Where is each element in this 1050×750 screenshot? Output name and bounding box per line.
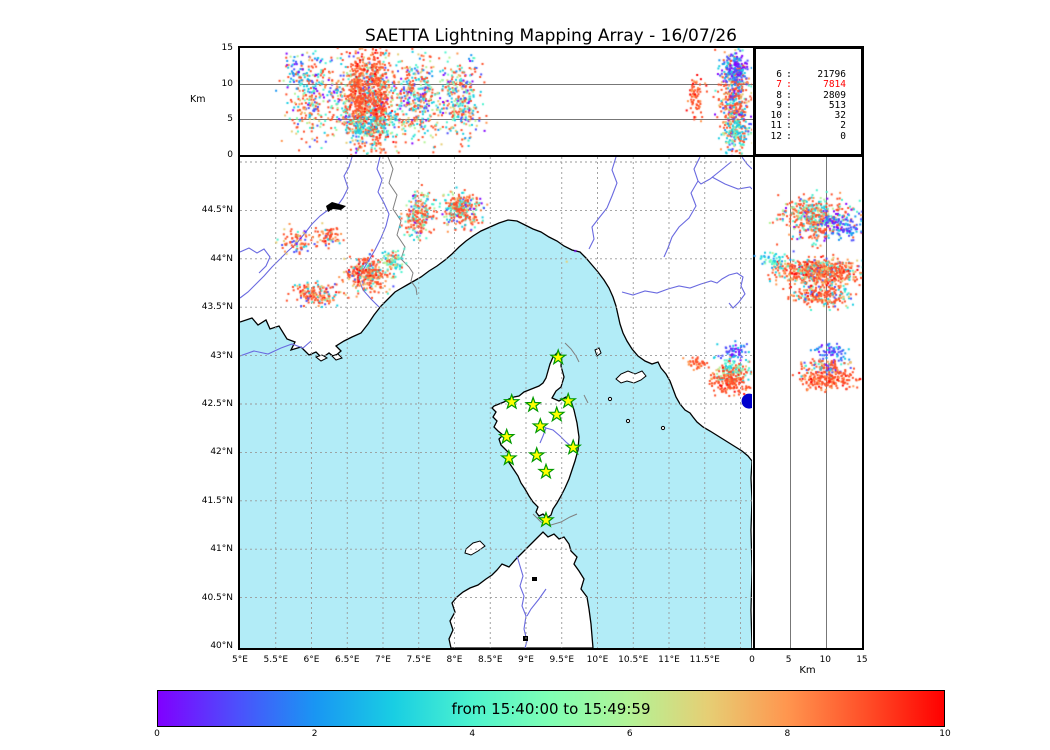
colorbar-tick: 4 [469, 729, 476, 739]
map-x-tick: 6°E [303, 655, 320, 665]
map-x-tick: 5.5°E [263, 655, 289, 665]
map-y-tick: 41°N [210, 544, 233, 555]
right-panel-x-tick: 15 [856, 655, 868, 665]
island-montecristo [625, 418, 631, 424]
gridline-5km-v [790, 157, 791, 648]
map-y-tick: 40°N [210, 641, 233, 651]
map-y-tick: 40.5°N [201, 592, 233, 603]
km-label-right: Km [799, 665, 816, 676]
colorbar-tick: 0 [154, 729, 160, 739]
map-x-tick: 10.5°E [618, 655, 649, 665]
island-pianosa [607, 396, 613, 402]
island-giglio [660, 425, 666, 431]
map-x-tick: 9.5°E [549, 655, 575, 665]
panel-map [238, 155, 755, 650]
map-x-tick: 11°E [658, 655, 680, 665]
gridline-5km [240, 119, 753, 120]
colorbar-tick: 8 [784, 729, 791, 739]
map-x-tick: 7°E [375, 655, 391, 665]
map-y-tick: 43°N [210, 350, 233, 361]
panel-altitude-longitude [238, 46, 755, 157]
legend-row: 12:0 [770, 130, 846, 142]
map-y-tick: 43.5°N [201, 302, 233, 313]
map-y-tick: 44°N [210, 253, 233, 264]
map-y-tick: 42°N [210, 447, 233, 458]
map-x-tick: 5°E [232, 655, 248, 665]
right-panel-x-tick: 10 [819, 655, 832, 665]
figure-title: SAETTA Lightning Mapping Array - 16/07/2… [365, 26, 737, 46]
top-panel-y-tick: 10 [221, 78, 233, 89]
map-y-tick: 41.5°N [201, 495, 233, 506]
map-x-tick: 8°E [446, 655, 463, 665]
km-label-top: Km [190, 94, 206, 105]
map-x-tick: 9°E [518, 655, 534, 665]
top-panel-y-tick: 0 [227, 150, 233, 160]
colorbar: from 15:40:00 to 15:49:59 [157, 690, 945, 727]
map-x-tick: 8.5°E [478, 655, 503, 665]
gridline-10km-v [826, 157, 827, 648]
panel-altitude-latitude [753, 155, 864, 650]
map-x-tick: 6.5°E [335, 655, 360, 665]
right-panel-x-tick: 5 [785, 655, 792, 665]
map-y-tick: 42.5°N [201, 399, 233, 409]
map-x-tick: 7.5°E [406, 655, 432, 665]
top-panel-y-tick: 5 [227, 114, 233, 125]
colorbar-tick: 10 [939, 729, 951, 739]
colorbar-tick: 6 [626, 729, 633, 739]
right-panel-x-tick: 0 [749, 655, 755, 665]
top-panel-y-tick: 15 [221, 43, 233, 54]
map-y-tick: 44.5°N [201, 205, 233, 216]
map-drawing [240, 157, 752, 648]
map-x-tick: 10°E [586, 655, 609, 665]
gridline-10km [240, 84, 753, 85]
colorbar-label: from 15:40:00 to 15:49:59 [451, 699, 651, 718]
colorbar-tick: 2 [311, 729, 318, 739]
lake-sardinia-1 [532, 577, 537, 581]
legend-rows: 6:21796 7:7814 8:2809 9:513 10:32 11:2 12:0 [766, 69, 846, 142]
lake-sardinia-2 [523, 636, 528, 641]
map-x-tick: 11.5°E [689, 655, 720, 665]
